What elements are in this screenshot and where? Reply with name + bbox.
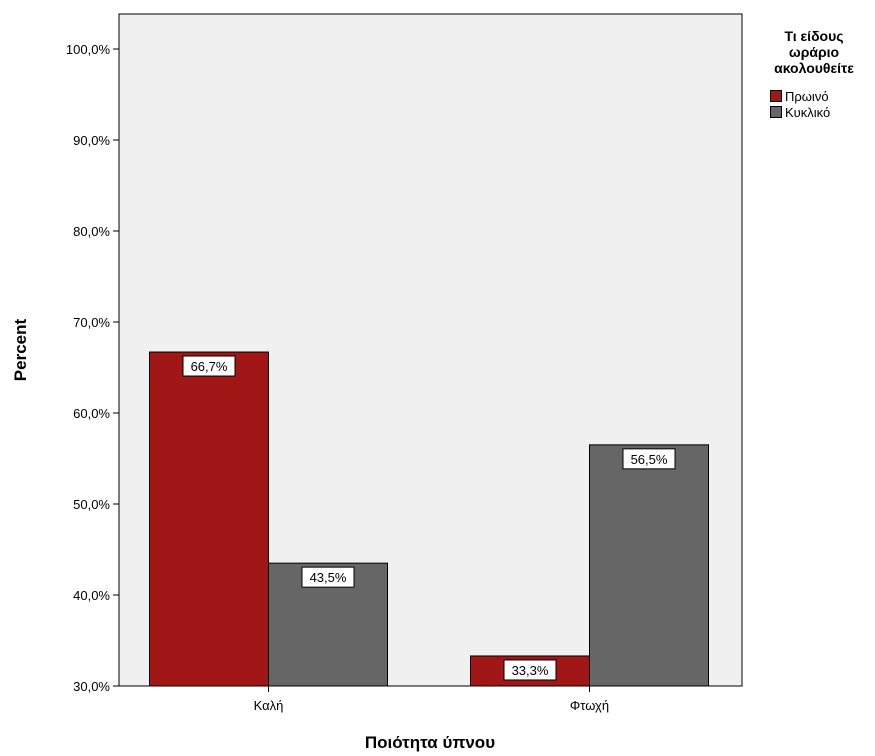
data-label: 43,5% xyxy=(310,570,347,585)
data-label: 56,5% xyxy=(631,452,668,467)
bar xyxy=(589,444,709,687)
legend-swatch-rotating xyxy=(770,106,782,118)
y-tick-label: 70,0% xyxy=(73,315,110,330)
y-tick-label: 100,0% xyxy=(66,42,111,57)
data-label-box xyxy=(503,659,557,681)
data-label: 66,7% xyxy=(191,359,228,374)
legend-title-line: ωράριο xyxy=(788,44,840,60)
legend-label-rotating: Κυκλικό xyxy=(785,104,831,120)
data-label-box xyxy=(301,566,355,588)
legend-title: Τι είδους ωράριο ακολουθείτε xyxy=(758,28,870,76)
data-label: 33,3% xyxy=(512,663,549,678)
x-tick-label: Φτωχή xyxy=(570,698,609,713)
data-label-box xyxy=(182,355,236,377)
data-label-box xyxy=(622,448,676,470)
y-tick-label: 30,0% xyxy=(73,679,110,694)
bar xyxy=(149,351,269,687)
y-tick-label: 60,0% xyxy=(73,406,110,421)
legend-label-morning: Πρωινό xyxy=(785,88,829,104)
bars: 66,7% 43,5% 33,3% 56,5% xyxy=(149,351,709,687)
legend-title-line: Τι είδους xyxy=(784,28,844,44)
legend-item-morning: Πρωινό xyxy=(770,88,870,104)
y-tick-label: 90,0% xyxy=(73,133,110,148)
legend: Τι είδους ωράριο ακολουθείτε Πρωινό Κυκλ… xyxy=(758,28,870,120)
x-axis: Καλή Φτωχή xyxy=(254,686,609,713)
y-tick-label: 80,0% xyxy=(73,224,110,239)
x-axis-title: Ποιότητα ύπνου xyxy=(365,733,495,752)
x-tick-label: Καλή xyxy=(254,698,284,713)
y-axis-title: Percent xyxy=(11,318,30,381)
y-tick-label: 40,0% xyxy=(73,588,110,603)
y-tick-label: 50,0% xyxy=(73,497,110,512)
legend-item-rotating: Κυκλικό xyxy=(770,104,870,120)
legend-swatch-morning xyxy=(770,90,782,102)
y-axis: 30,0% 40,0% 50,0% 60,0% 70,0% 80,0% 90,0% 100,0… xyxy=(66,42,119,694)
legend-title-line: ακολουθείτε xyxy=(774,60,854,76)
legend-items: Πρωινό Κυκλικό xyxy=(758,88,870,120)
